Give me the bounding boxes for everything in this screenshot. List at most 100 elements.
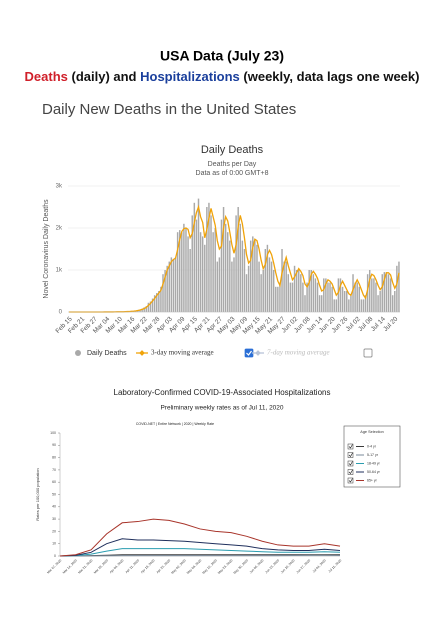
bar bbox=[293, 265, 296, 312]
bar bbox=[149, 301, 152, 312]
x-tick-label: Apr 25, 2020 bbox=[155, 558, 171, 574]
page-subtitle: Deaths (daily) and Hospitalizations (wee… bbox=[25, 69, 420, 84]
bar bbox=[224, 223, 227, 312]
bar bbox=[222, 207, 225, 312]
bar bbox=[247, 265, 250, 312]
bar bbox=[266, 244, 269, 312]
x-tick-label: Mar 07, 2020 bbox=[46, 558, 62, 574]
bar bbox=[389, 278, 392, 312]
bar bbox=[331, 286, 333, 312]
bar bbox=[348, 299, 350, 312]
y-tick-label: 20 bbox=[52, 529, 56, 533]
bar bbox=[212, 232, 214, 312]
checkmark bbox=[348, 478, 353, 483]
bar bbox=[277, 286, 279, 312]
legend-label: 50-64 yr bbox=[367, 470, 381, 474]
y-tick-label: 2k bbox=[56, 226, 63, 232]
bar bbox=[396, 265, 398, 312]
bar bbox=[304, 295, 306, 312]
x-tick-label: Mar 21, 2020 bbox=[77, 558, 93, 574]
y-axis-label: Novel Coronavirus Daily Deaths bbox=[43, 199, 50, 299]
bar bbox=[302, 282, 304, 312]
bar bbox=[216, 261, 219, 312]
y-tick-label: 30 bbox=[52, 517, 56, 521]
y-tick-label: 1k bbox=[56, 268, 63, 274]
bar bbox=[183, 223, 185, 312]
legend-checkbox bbox=[347, 452, 354, 458]
bar bbox=[360, 299, 363, 312]
legend-label: 18-49 yr bbox=[367, 461, 381, 465]
y-tick-label: 0 bbox=[54, 554, 56, 558]
bar bbox=[300, 274, 302, 312]
section-title: Daily New Deaths in the United States bbox=[42, 101, 296, 118]
bar bbox=[391, 295, 394, 312]
series-line bbox=[59, 548, 341, 557]
x-tick-label: May 30, 2020 bbox=[232, 558, 249, 575]
bar bbox=[233, 257, 235, 312]
bar bbox=[208, 202, 210, 312]
chart-note: Data as of 0:00 GMT+8 bbox=[196, 170, 269, 177]
bar bbox=[231, 261, 233, 312]
bar bbox=[339, 278, 342, 312]
bar bbox=[270, 261, 273, 312]
bar bbox=[323, 278, 325, 312]
legend-checkbox bbox=[347, 477, 354, 484]
bar bbox=[204, 244, 206, 312]
bar bbox=[358, 286, 361, 312]
bar bbox=[287, 274, 290, 312]
bar bbox=[241, 240, 244, 312]
checkmark bbox=[348, 469, 353, 474]
bar bbox=[170, 257, 173, 312]
bar bbox=[187, 236, 189, 312]
bar bbox=[272, 270, 275, 312]
bar bbox=[297, 270, 300, 312]
bar bbox=[145, 306, 148, 312]
bar bbox=[227, 232, 229, 312]
bar bbox=[329, 282, 331, 312]
legend-checkbox bbox=[347, 469, 354, 475]
legend-title: Age Selection bbox=[360, 430, 383, 434]
bar bbox=[164, 270, 166, 312]
x-tick-label: Mar 28, 2020 bbox=[93, 558, 109, 574]
chart-subtitle: Deaths per Day bbox=[208, 161, 257, 168]
bar bbox=[249, 240, 252, 312]
bar bbox=[220, 219, 223, 312]
bar bbox=[398, 261, 400, 312]
series-line bbox=[59, 518, 341, 557]
y-tick-label: 10 bbox=[52, 542, 56, 546]
series-line bbox=[60, 554, 341, 557]
bar bbox=[383, 272, 386, 312]
bar bbox=[256, 244, 258, 312]
bar bbox=[381, 274, 383, 312]
x-tick-label: Apr 04, 2020 bbox=[109, 558, 125, 574]
bar bbox=[168, 261, 171, 312]
legend-checkbox bbox=[347, 443, 354, 450]
bar bbox=[335, 299, 338, 312]
checkmark bbox=[348, 452, 353, 457]
legend-label: 0-4 yr bbox=[367, 444, 377, 448]
bar bbox=[260, 274, 262, 312]
bar bbox=[199, 232, 202, 312]
bar bbox=[153, 295, 156, 312]
bar bbox=[143, 307, 145, 312]
bar bbox=[279, 282, 281, 312]
y-tick-label: 40 bbox=[52, 505, 56, 509]
legend-checkbox bbox=[363, 348, 373, 358]
x-tick-label: May 02, 2020 bbox=[170, 558, 187, 575]
bar bbox=[214, 228, 216, 312]
bar bbox=[368, 270, 371, 312]
bar bbox=[172, 259, 175, 312]
bar bbox=[385, 272, 388, 312]
bar bbox=[350, 295, 352, 312]
bar bbox=[333, 299, 335, 312]
bar bbox=[254, 240, 256, 312]
x-tick-label: Jun 13, 2020 bbox=[264, 558, 280, 574]
x-tick-label: Jun 20, 2020 bbox=[280, 558, 296, 574]
bar bbox=[394, 291, 396, 312]
chart-subtitle: Preliminary weekly rates as of Jul 11, 2… bbox=[160, 405, 283, 412]
bar bbox=[252, 236, 254, 312]
bar bbox=[195, 219, 198, 312]
bar bbox=[314, 278, 317, 312]
bar bbox=[174, 257, 177, 312]
